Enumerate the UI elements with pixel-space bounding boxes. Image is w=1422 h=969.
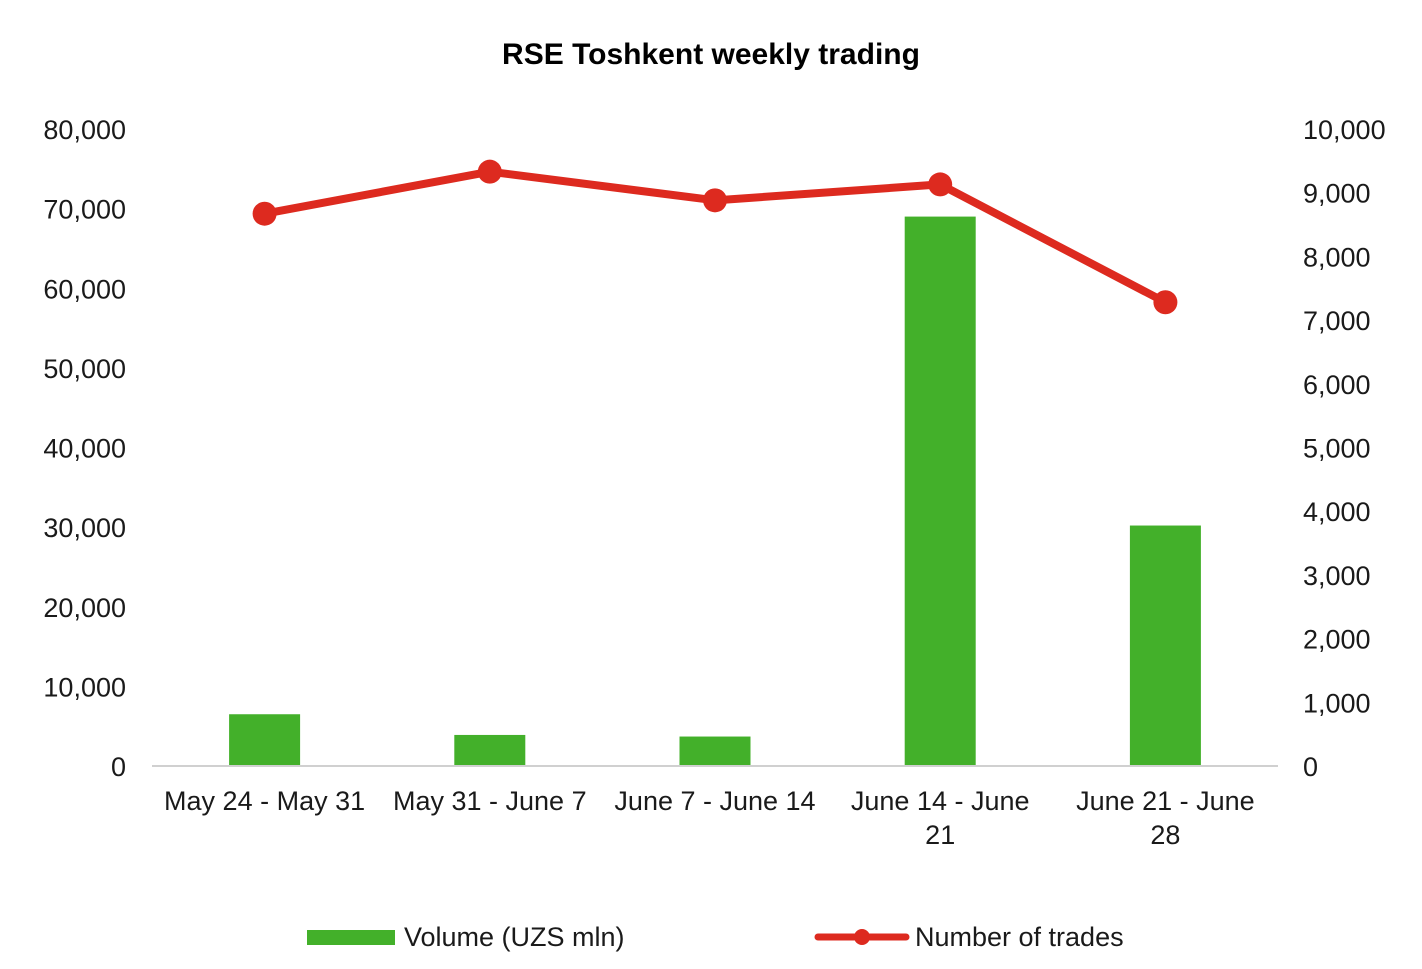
volume-bars (229, 216, 1201, 766)
legend-trades-label: Number of trades (915, 922, 1124, 952)
trades-point (928, 172, 953, 197)
left-y-tick-label: 10,000 (43, 672, 126, 702)
right-y-tick-label: 1,000 (1303, 688, 1371, 718)
right-y-tick-label: 8,000 (1303, 242, 1371, 272)
x-category-label-line: 21 (925, 820, 955, 850)
x-category-label-line: June 21 - June (1076, 786, 1255, 816)
trades-point (703, 188, 727, 213)
legend-volume-label: Volume (UZS mln) (404, 922, 625, 952)
x-category-label-line: June 7 - June 14 (614, 786, 815, 816)
x-axis-categories: May 24 - May 31 May 31 - June 7 June 7 - J… (164, 786, 1255, 850)
trades-point (252, 201, 277, 226)
volume-bar (229, 714, 301, 766)
left-y-tick-label: 40,000 (43, 434, 126, 464)
volume-bar (904, 216, 976, 766)
x-category-label: May 24 - May 31 (164, 786, 365, 816)
x-category-label-line: June 14 - June (851, 786, 1030, 816)
trades-line (252, 159, 1178, 315)
right-y-axis: 10,000 9,000 8,000 7,000 6,000 5,000 4,000 3,00… (1303, 115, 1386, 782)
right-y-tick-label: 0 (1303, 752, 1318, 782)
left-y-axis: 80,000 70,000 60,000 50,000 40,000 30,000 20,0… (43, 115, 126, 782)
right-y-tick-label: 10,000 (1303, 115, 1386, 145)
left-y-tick-label: 80,000 (43, 115, 126, 145)
left-y-tick-label: 60,000 (43, 274, 126, 304)
volume-bar (454, 734, 526, 766)
x-category-label: June 7 - June 14 (614, 786, 815, 816)
x-category-label: June 21 - June 28 (1076, 786, 1255, 850)
legend-trades-marker (854, 929, 870, 945)
left-y-tick-label: 20,000 (43, 593, 126, 623)
chart-title: RSE Toshkent weekly trading (502, 38, 920, 71)
trades-point (477, 159, 502, 184)
x-category-label-line: May 31 - June 7 (393, 786, 587, 816)
x-category-label-line: 28 (1150, 820, 1180, 850)
left-y-tick-label: 30,000 (43, 513, 126, 543)
right-y-tick-label: 5,000 (1303, 434, 1371, 464)
x-category-label: May 31 - June 7 (393, 786, 587, 816)
volume-bar (1129, 525, 1201, 766)
volume-bar (679, 736, 751, 766)
right-y-tick-label: 7,000 (1303, 306, 1371, 336)
left-y-tick-label: 50,000 (43, 354, 126, 384)
x-category-label: June 14 - June 21 (851, 786, 1030, 850)
x-category-label-line: May 24 - May 31 (164, 786, 365, 816)
right-y-tick-label: 4,000 (1303, 497, 1371, 527)
right-y-tick-label: 3,000 (1303, 561, 1371, 591)
trades-point (1153, 290, 1178, 315)
left-y-tick-label: 0 (111, 752, 126, 782)
chart-legend: Volume (UZS mln) Number of trades (307, 922, 1124, 952)
left-y-tick-label: 70,000 (43, 195, 126, 225)
right-y-tick-label: 9,000 (1303, 179, 1371, 209)
legend-volume-swatch (307, 930, 395, 945)
right-y-tick-label: 2,000 (1303, 625, 1371, 655)
right-y-tick-label: 6,000 (1303, 370, 1371, 400)
